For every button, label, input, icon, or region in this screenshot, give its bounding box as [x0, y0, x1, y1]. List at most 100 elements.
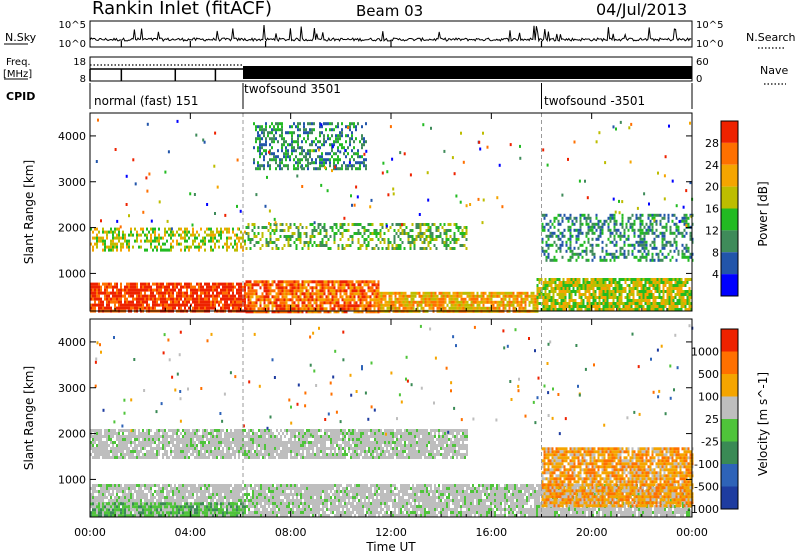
heatmap-cell [450, 303, 453, 307]
heatmap-cell [435, 235, 438, 238]
heatmap-cell [158, 242, 160, 246]
heatmap-cell [188, 300, 190, 304]
heatmap-cell [257, 226, 260, 229]
heatmap-cell [309, 298, 312, 302]
heatmap-cell [357, 283, 360, 287]
heatmap-cell [120, 282, 122, 286]
heatmap-cell [232, 291, 234, 295]
heatmap-cell [271, 158, 273, 162]
heatmap-cell [343, 286, 346, 290]
heatmap-cell [134, 291, 136, 295]
heatmap-cell [502, 300, 505, 304]
heatmap-cell [182, 236, 184, 240]
heatmap-cell [656, 296, 659, 299]
heatmap-cell [331, 155, 333, 159]
heatmap-cell [273, 295, 276, 299]
heatmap-cell [104, 288, 106, 292]
heatmap-cell [331, 229, 334, 232]
heatmap-cell [619, 234, 622, 238]
heatmap-cell [570, 305, 573, 308]
heatmap-cell [361, 304, 364, 308]
heatmap-cell [668, 308, 671, 311]
heatmap-cell [632, 308, 635, 311]
heatmap-cell [154, 239, 156, 243]
heatmap-cell [547, 222, 550, 226]
heatmap-cell [212, 303, 214, 307]
heatmap-cell [453, 232, 456, 235]
heatmap-cell [148, 306, 150, 310]
heatmap-cell [591, 237, 594, 241]
heatmap-cell [543, 249, 546, 253]
heatmap-cell [255, 125, 257, 129]
heatmap-cell [94, 496, 96, 499]
heatmap-cell [626, 284, 629, 287]
heatmap-cell [637, 240, 640, 244]
heatmap-cell [311, 295, 314, 299]
heatmap-cell [662, 305, 665, 308]
heatmap-cell [626, 278, 629, 281]
heatmap-cell [689, 181, 692, 185]
heatmap-cell [547, 237, 550, 241]
heatmap-cell [132, 303, 134, 307]
heatmap-cell [343, 292, 346, 296]
heatmap-cell [192, 294, 194, 298]
heatmap-cell [343, 161, 345, 165]
heatmap-cell [208, 233, 210, 237]
heatmap-cell [293, 131, 295, 135]
heatmap-cell [468, 297, 471, 301]
heatmap-cell [429, 247, 432, 250]
heatmap-cell [341, 134, 343, 138]
heatmap-cell [102, 300, 104, 304]
heatmap-cell [333, 289, 336, 293]
heatmap-cell [106, 490, 108, 493]
heatmap-cell [365, 295, 368, 299]
heatmap-cell [234, 285, 236, 289]
heatmap-cell [126, 245, 128, 249]
heatmap-cell [212, 499, 214, 502]
heatmap-cell [200, 484, 202, 487]
heatmap-cell [194, 245, 196, 249]
heatmap-cell [586, 196, 589, 200]
heatmap-cell [685, 219, 688, 223]
heatmap-cell [222, 291, 224, 295]
heatmap-cell [224, 291, 226, 295]
heatmap-cell [150, 493, 152, 496]
heatmap-cell [319, 304, 322, 308]
heatmap-cell [403, 229, 406, 232]
heatmap-cell [120, 291, 122, 295]
heatmap-cell [263, 164, 265, 168]
heatmap-cell [214, 493, 216, 496]
heatmap-cell [204, 499, 206, 502]
heatmap-cell [178, 490, 180, 493]
heatmap-cell [249, 301, 252, 305]
heatmap-cell [287, 235, 290, 238]
heatmap-cell [295, 286, 298, 290]
heatmap-cell [202, 236, 204, 240]
heatmap-cell [474, 297, 477, 301]
heatmap-cell [570, 281, 573, 284]
heatmap-cell [442, 294, 445, 298]
heatmap-cell [210, 306, 212, 310]
heatmap-cell [301, 310, 304, 314]
heatmap-cell [562, 281, 565, 284]
heatmap-cell [289, 310, 292, 314]
heatmap-cell [351, 131, 353, 135]
heatmap-cell [96, 288, 98, 292]
heatmap-cell [395, 232, 398, 235]
heatmap-cell [582, 284, 585, 287]
heatmap-cell [120, 496, 122, 499]
heatmap-cell [114, 242, 116, 246]
heatmap-cell [665, 228, 668, 232]
heatmap-cell [194, 484, 196, 487]
heatmap-cell [313, 280, 316, 284]
heatmap-cell [253, 244, 256, 247]
heatmap-cell [273, 125, 275, 129]
heatmap-cell [120, 306, 122, 310]
heatmap-cell [112, 294, 114, 298]
heatmap-cell [648, 281, 651, 284]
heatmap-cell [353, 310, 356, 314]
heatmap-cell [458, 291, 461, 295]
heatmap-cell [652, 305, 655, 308]
heatmap-cell [319, 232, 322, 235]
heatmap-cell [343, 304, 346, 308]
